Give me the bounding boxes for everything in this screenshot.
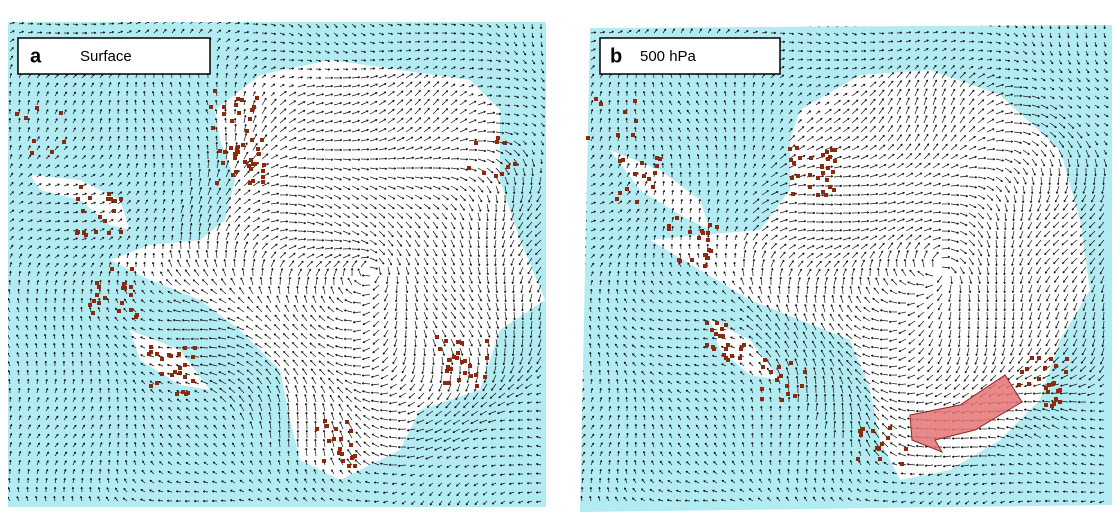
panel-label: Surface	[80, 48, 132, 65]
figure: a Surface b 500 hPa	[0, 0, 1115, 520]
panel-b: b 500 hPa	[580, 20, 1112, 512]
panel-a: a Surface	[7, 21, 546, 508]
panel-letter: a	[30, 45, 42, 67]
panel-label: 500 hPa	[640, 48, 697, 65]
panel-letter: b	[610, 45, 622, 67]
